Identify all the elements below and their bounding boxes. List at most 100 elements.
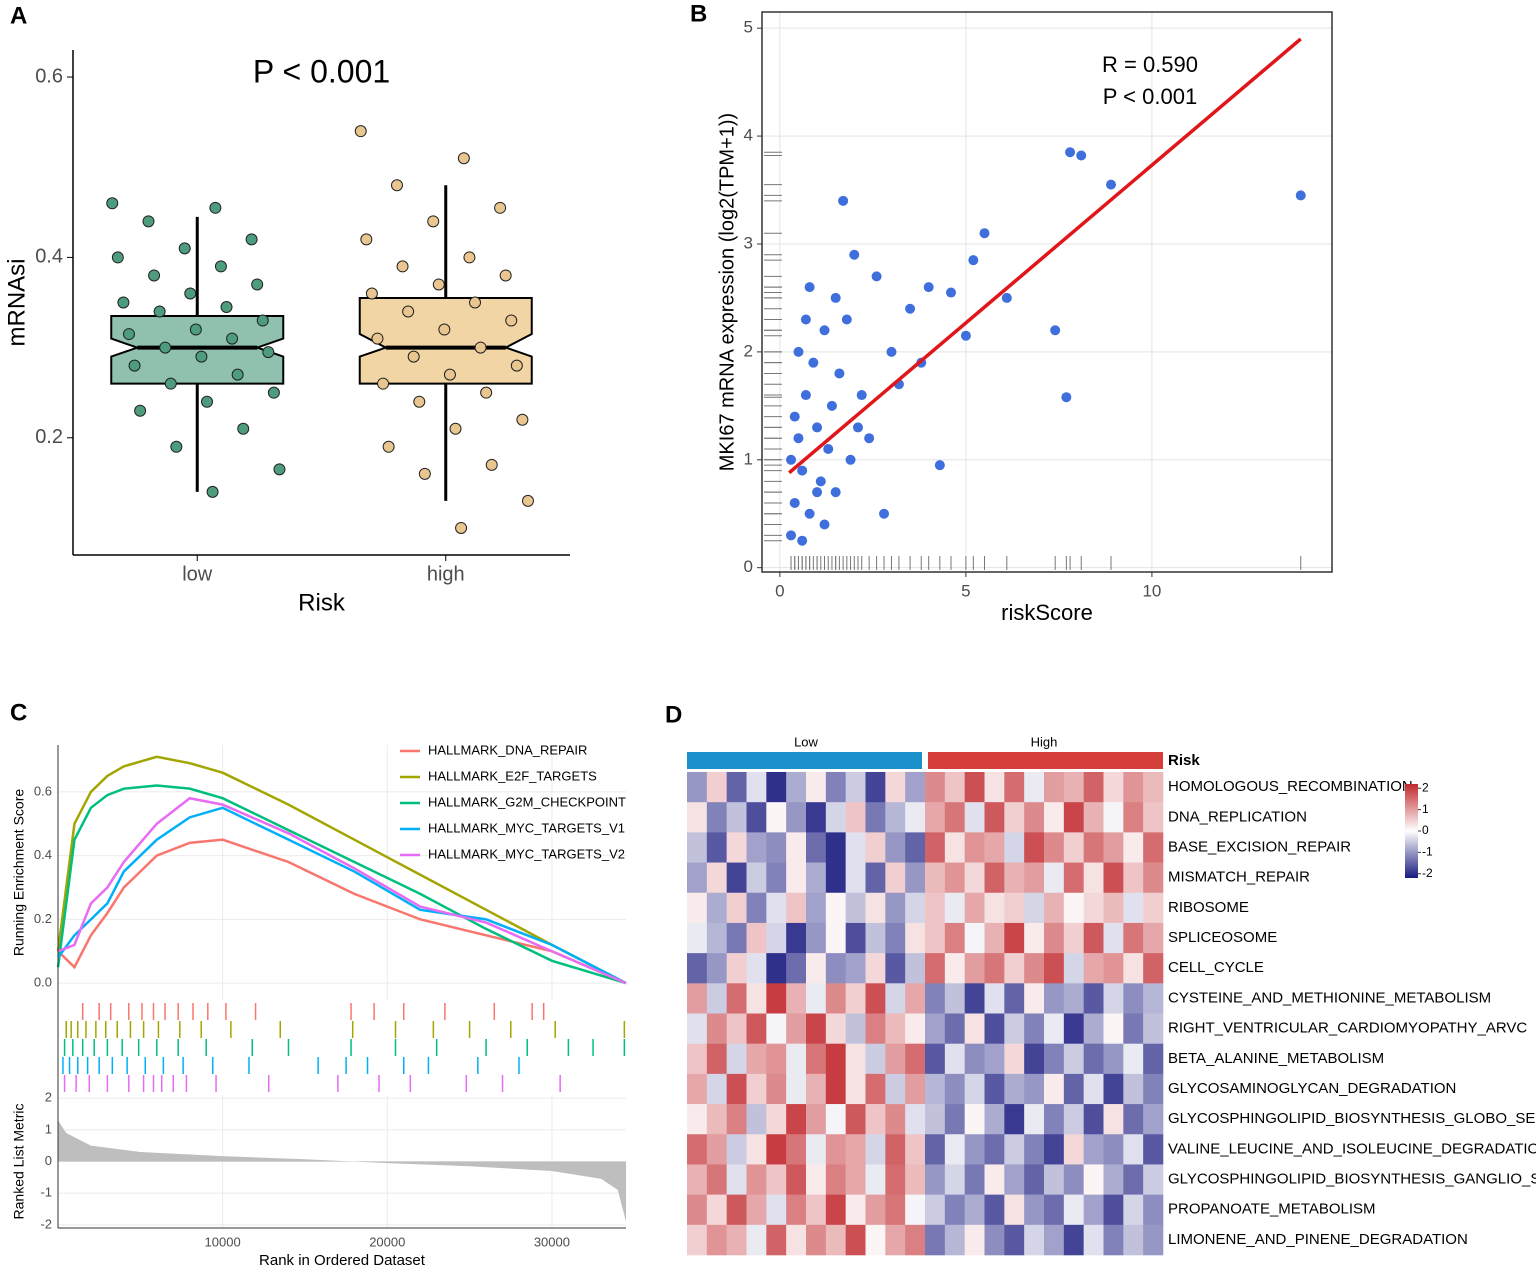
cell [1123, 1134, 1144, 1165]
cell [766, 802, 787, 833]
cell [825, 772, 846, 803]
row-label: GLYCOSPHINGOLIPID_BIOSYNTHESIS_GLOBO_SER… [1168, 1110, 1536, 1127]
cell [726, 1104, 747, 1135]
cell [1044, 1104, 1065, 1135]
cell [687, 1224, 708, 1256]
cell [964, 922, 985, 954]
colorbar-label: 1 [1422, 802, 1429, 816]
cell [687, 922, 708, 954]
cell [1143, 1043, 1164, 1075]
cell [865, 1224, 886, 1256]
cell [1083, 983, 1104, 1014]
cell [1143, 832, 1164, 863]
point [797, 535, 808, 546]
cell [885, 1043, 906, 1075]
cell [786, 1013, 807, 1044]
cell [964, 1224, 985, 1256]
cell [825, 802, 846, 833]
cell [1044, 1194, 1065, 1226]
cell [905, 983, 926, 1014]
cell [687, 1164, 708, 1195]
cell [905, 892, 926, 924]
cell [726, 1043, 747, 1075]
cell [1123, 983, 1144, 1014]
cell [984, 1164, 1005, 1195]
cell [1063, 802, 1084, 833]
x-tick-label: low [182, 563, 213, 585]
cell [726, 953, 747, 984]
point [117, 296, 130, 309]
cell [964, 772, 985, 803]
cell [1083, 953, 1104, 984]
chart-title: P < 0.001 [253, 53, 390, 89]
y-tick-label: -1 [40, 1185, 52, 1200]
cell [1004, 772, 1025, 803]
cell [925, 892, 946, 924]
cell [746, 1164, 767, 1195]
cell [1103, 953, 1124, 984]
cell [1103, 772, 1124, 803]
point [184, 287, 197, 300]
cell [905, 1073, 926, 1105]
point [206, 485, 219, 498]
cell [746, 953, 767, 984]
cell [1024, 922, 1045, 954]
cell [885, 1194, 906, 1226]
cell [1044, 802, 1065, 833]
cell [706, 1104, 727, 1135]
cell [1123, 772, 1144, 803]
cell [1024, 892, 1045, 924]
point [1001, 292, 1012, 303]
cell [1004, 862, 1025, 894]
point [786, 530, 797, 541]
point [377, 377, 390, 390]
cell [706, 1043, 727, 1075]
cell [1143, 983, 1164, 1014]
cell [1083, 772, 1104, 803]
point [834, 368, 845, 379]
cell [905, 1134, 926, 1165]
point [871, 271, 882, 282]
point [195, 350, 208, 363]
point [402, 305, 415, 318]
point [427, 215, 440, 228]
fit-line [788, 37, 1302, 475]
cell [687, 953, 708, 984]
point [789, 411, 800, 422]
cell [706, 892, 727, 924]
point [856, 390, 867, 401]
point [480, 386, 493, 399]
y-axis-label: MKI67 mRNA expression (log2(TPM+1)) [716, 113, 738, 471]
cell [687, 1043, 708, 1075]
cell [865, 832, 886, 863]
cell [1083, 1043, 1104, 1075]
cell [964, 832, 985, 863]
cell [1063, 1104, 1084, 1135]
cell [845, 1164, 866, 1195]
cell [1004, 1194, 1025, 1226]
cell [825, 953, 846, 984]
y-tick-label: 4 [744, 126, 753, 145]
point [823, 443, 834, 454]
cell [1123, 1224, 1144, 1256]
point [934, 460, 945, 471]
cell [766, 1013, 787, 1044]
cell [1103, 832, 1124, 863]
cell [1004, 892, 1025, 924]
cell [1024, 1104, 1045, 1135]
cell [1063, 1073, 1084, 1105]
row-label: CYSTEINE_AND_METHIONINE_METABOLISM [1168, 989, 1491, 1006]
cell [786, 862, 807, 894]
cell [905, 1164, 926, 1195]
cell [1063, 772, 1084, 803]
point [178, 242, 191, 255]
cell [1083, 892, 1104, 924]
cell [806, 892, 827, 924]
cell [1103, 1073, 1124, 1105]
cell [1123, 832, 1144, 863]
cell [1004, 832, 1025, 863]
cell [845, 983, 866, 1014]
cell [1024, 1224, 1045, 1256]
cell [786, 832, 807, 863]
point [793, 346, 804, 357]
